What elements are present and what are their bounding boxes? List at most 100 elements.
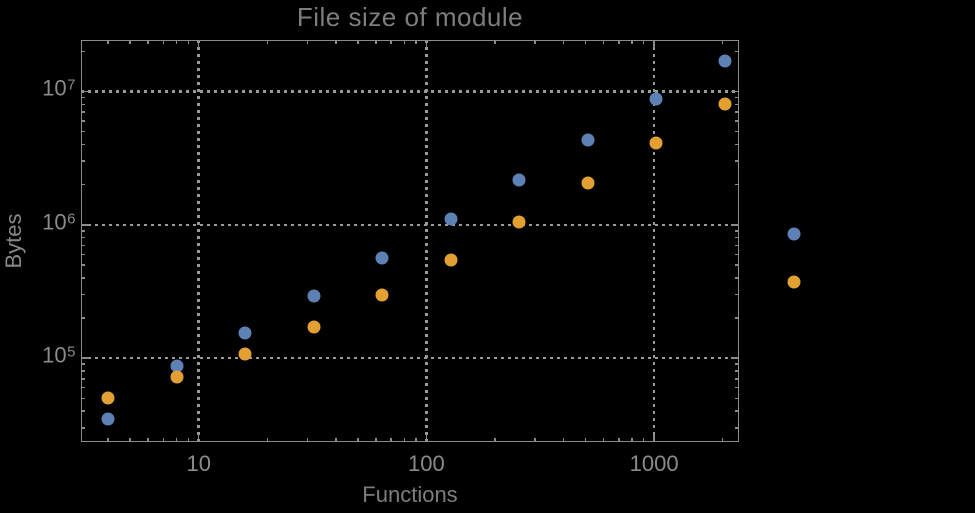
x-tick [266,40,269,44]
y-tick [81,410,85,412]
y-tick [735,50,739,53]
x-tick [534,438,536,442]
x-tick [197,434,200,442]
x-tick [335,438,337,442]
y-tick [735,427,739,429]
y-tick [81,293,85,296]
y-tick [731,224,739,226]
x-tick [129,40,131,44]
y-tick [81,111,85,113]
y-tick [735,160,739,162]
x-tick [147,438,149,442]
data-point-orange [787,275,801,289]
y-tick [81,386,85,389]
y-tick [735,130,739,133]
x-tick [107,40,109,44]
y-tick [735,111,739,113]
y-tick [81,183,85,186]
y-tick [735,386,739,389]
x-tick [335,40,337,44]
x-tick [631,438,633,442]
gridline-horizontal [81,90,739,93]
data-point-blue [238,326,252,340]
x-tick-label: 1000 [629,451,679,476]
gridline-vertical [425,40,428,442]
y-tick [81,397,85,400]
y-tick [81,264,85,266]
y-tick [81,277,85,279]
data-point-blue [581,133,595,147]
y-tick [735,317,739,319]
chart-title: File size of module [296,2,524,32]
y-tick [735,143,739,146]
y-tick-label: 107 [42,76,76,102]
y-tick [731,357,739,359]
y-tick [81,317,85,319]
x-tick-label: 100 [408,451,445,476]
x-tick [562,40,565,44]
x-tick [403,438,406,442]
y-tick [735,236,739,239]
data-point-orange [512,215,526,229]
y-tick [735,397,739,400]
x-tick [425,40,428,48]
x-tick [618,438,620,442]
x-tick [653,40,655,48]
x-tick [162,40,165,44]
x-tick [602,438,605,442]
x-tick [584,40,587,44]
x-tick [147,40,149,44]
x-tick [175,438,178,442]
x-tick [642,438,645,442]
data-point-orange [375,288,389,302]
data-point-orange [581,176,595,190]
y-tick [735,264,739,266]
data-point-orange [649,136,663,150]
y-tick [81,160,85,162]
data-point-blue [649,92,663,106]
y-tick [81,90,89,93]
x-tick [642,40,645,44]
data-point-blue [307,289,321,303]
data-point-orange [101,391,115,405]
y-tick [81,363,85,365]
x-tick [306,40,309,44]
x-tick [162,438,165,442]
gridline-horizontal [81,356,739,360]
x-tick [306,438,309,442]
x-tick [494,438,496,442]
y-tick [81,130,85,133]
x-tick [653,434,655,442]
x-tick [390,40,392,44]
data-point-blue [718,54,732,68]
data-point-blue [444,212,458,226]
x-tick [187,40,190,44]
x-tick [618,40,620,44]
x-tick [266,438,269,442]
y-tick [81,378,85,380]
data-point-orange [238,347,252,361]
y-tick [81,370,85,372]
x-tick [602,40,605,44]
x-tick [357,40,359,44]
y-tick [735,183,739,186]
x-tick [375,40,377,44]
data-point-blue [375,251,389,265]
y-tick [81,244,85,247]
x-tick [721,438,724,442]
y-tick-label: 105 [42,342,76,368]
x-tick [403,40,406,44]
data-point-orange [170,370,184,384]
y-tick [735,293,739,296]
y-tick [735,378,739,380]
x-tick [375,438,377,442]
y-tick [735,120,739,122]
y-tick [81,224,89,226]
y-tick [735,277,739,279]
x-tick [494,40,496,44]
y-tick [735,253,739,256]
y-tick-label: 106 [42,209,76,235]
y-tick [735,103,739,106]
x-tick [415,438,417,442]
x-tick [107,438,109,442]
